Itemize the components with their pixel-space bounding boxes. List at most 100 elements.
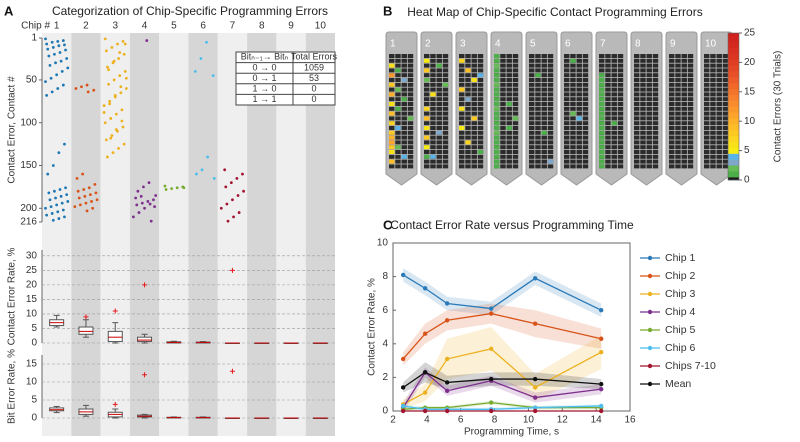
cell-bg — [605, 87, 611, 92]
heat-cell — [599, 116, 605, 121]
heat-cell — [424, 58, 430, 63]
cell-bg — [716, 63, 722, 68]
cell-bg — [506, 140, 512, 145]
scatter-point — [61, 208, 65, 212]
cell-bg — [710, 154, 716, 159]
scatter-point — [137, 211, 141, 214]
scatter-point — [102, 111, 106, 114]
cell-bg — [576, 135, 582, 140]
cell-bg — [407, 54, 414, 58]
cell-bg — [716, 102, 722, 106]
cell-bg — [576, 140, 582, 145]
cell-bg — [547, 73, 554, 78]
cell-bg — [634, 102, 640, 106]
scatter-point — [139, 194, 143, 198]
scatter-point — [47, 54, 51, 58]
scatter-point — [147, 181, 151, 185]
cell-bg — [465, 130, 471, 135]
y-tick-label: 150 — [20, 160, 37, 171]
cell-bg — [535, 82, 541, 87]
cell-bg — [471, 154, 477, 159]
cell-bg — [704, 159, 710, 164]
cell-bg — [407, 97, 414, 102]
point — [400, 272, 406, 278]
cell-bg — [675, 92, 681, 97]
cell-bg — [669, 82, 675, 87]
cell-bg — [634, 87, 640, 92]
cell-bg — [541, 150, 547, 154]
table-cell: 53 — [309, 73, 319, 83]
cell-bg — [687, 150, 694, 154]
table-cell: 1 → 1 — [252, 94, 276, 104]
cell-bg — [512, 159, 519, 164]
cell-bg — [675, 82, 681, 87]
cell-bg — [681, 140, 687, 145]
legend-marker — [647, 291, 653, 297]
colorbar-swatch — [728, 94, 739, 101]
cell-bg — [687, 116, 694, 121]
scatter-point — [123, 42, 127, 46]
cell-bg — [564, 130, 570, 135]
x-tick-label: 1 — [54, 21, 60, 32]
cell-bg — [710, 54, 716, 58]
scatter-point — [49, 76, 53, 80]
point — [444, 301, 450, 306]
chip-label: 2 — [425, 39, 431, 50]
cell-bg — [512, 73, 519, 78]
cell-bg — [617, 92, 624, 97]
cell-bg — [436, 121, 442, 126]
cell-bg — [442, 111, 449, 116]
cell-bg — [541, 121, 547, 126]
cell-bg — [564, 102, 570, 106]
heat-cell — [389, 121, 395, 126]
cell-bg — [547, 140, 554, 145]
scatter-point — [118, 74, 122, 78]
cell-bg — [500, 164, 506, 169]
scatter-point — [134, 196, 138, 200]
cell-bg — [541, 102, 547, 106]
heat-cell — [494, 111, 500, 116]
scatter-point — [82, 188, 86, 191]
cell-bg — [617, 135, 624, 140]
cell-bg — [436, 145, 442, 150]
point — [444, 356, 450, 362]
y-axis-label: Contact Error Rate, % — [367, 278, 378, 376]
scatter-point — [120, 119, 124, 123]
scatter-point — [58, 188, 62, 191]
cell-bg — [611, 150, 617, 154]
scatter-point — [124, 87, 128, 90]
heat-cell — [389, 145, 395, 150]
cell-bg — [459, 92, 465, 97]
cell-bg — [477, 121, 484, 126]
x-tick-label: 6 — [200, 21, 206, 32]
colorbar-tick-label: 25 — [744, 28, 756, 39]
cell-bg — [512, 135, 519, 140]
cell-bg — [500, 106, 506, 111]
cell-bg — [424, 73, 430, 78]
cell-bg — [640, 92, 646, 97]
cell-bg — [564, 58, 570, 63]
cell-bg — [617, 82, 624, 87]
x-tick-label: 7 — [230, 21, 236, 32]
heat-cell — [541, 130, 547, 135]
cell-bg — [646, 73, 652, 78]
heat-cell — [599, 121, 605, 126]
heat-cell — [494, 164, 500, 169]
cell-bg — [617, 58, 624, 63]
point — [400, 385, 406, 390]
y-tick-label: 20 — [26, 280, 38, 291]
cell-bg — [407, 106, 414, 111]
cell-bg — [722, 145, 729, 150]
cell-bg — [681, 54, 687, 58]
cell-bg — [465, 164, 471, 169]
heat-cell — [465, 97, 471, 102]
scatter-point — [114, 112, 118, 116]
cell-bg — [687, 135, 694, 140]
cell-bg — [500, 73, 506, 78]
cell-bg — [407, 164, 414, 169]
cell-bg — [582, 126, 589, 130]
cell-bg — [459, 63, 465, 68]
cell-bg — [436, 58, 442, 63]
cell-bg — [465, 121, 471, 126]
chip-label: 6 — [565, 39, 571, 50]
